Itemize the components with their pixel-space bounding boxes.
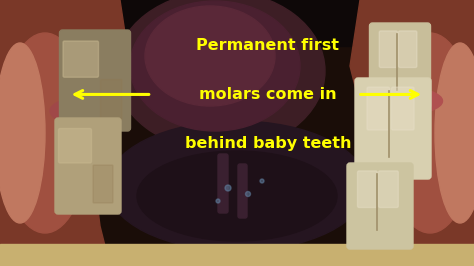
FancyBboxPatch shape bbox=[379, 171, 398, 207]
Ellipse shape bbox=[107, 121, 367, 251]
FancyBboxPatch shape bbox=[367, 87, 390, 130]
FancyBboxPatch shape bbox=[60, 30, 130, 131]
Ellipse shape bbox=[115, 0, 325, 151]
FancyBboxPatch shape bbox=[63, 41, 99, 77]
Circle shape bbox=[216, 199, 220, 203]
FancyBboxPatch shape bbox=[379, 31, 398, 68]
FancyBboxPatch shape bbox=[370, 23, 430, 109]
Ellipse shape bbox=[357, 87, 443, 115]
Bar bbox=[0, 0, 474, 46]
FancyBboxPatch shape bbox=[218, 154, 228, 213]
FancyBboxPatch shape bbox=[355, 78, 431, 179]
Circle shape bbox=[246, 192, 250, 197]
FancyBboxPatch shape bbox=[238, 164, 247, 218]
Text: molars come in: molars come in bbox=[199, 87, 337, 102]
Ellipse shape bbox=[435, 43, 474, 223]
Ellipse shape bbox=[50, 96, 130, 126]
Ellipse shape bbox=[385, 33, 474, 233]
FancyBboxPatch shape bbox=[58, 128, 91, 163]
FancyBboxPatch shape bbox=[93, 165, 113, 203]
Polygon shape bbox=[350, 0, 474, 266]
Text: behind baby teeth: behind baby teeth bbox=[184, 136, 351, 151]
FancyBboxPatch shape bbox=[55, 118, 121, 214]
FancyBboxPatch shape bbox=[357, 171, 377, 207]
Ellipse shape bbox=[137, 151, 337, 241]
Ellipse shape bbox=[145, 6, 275, 106]
FancyBboxPatch shape bbox=[392, 87, 414, 130]
Circle shape bbox=[260, 179, 264, 183]
FancyBboxPatch shape bbox=[347, 163, 413, 249]
FancyBboxPatch shape bbox=[100, 80, 122, 119]
Polygon shape bbox=[0, 0, 130, 266]
Ellipse shape bbox=[0, 43, 45, 223]
Circle shape bbox=[225, 185, 231, 191]
Text: Permanent first: Permanent first bbox=[196, 38, 339, 53]
FancyBboxPatch shape bbox=[399, 31, 417, 68]
Ellipse shape bbox=[130, 1, 300, 131]
Bar bbox=[0, 244, 474, 266]
Ellipse shape bbox=[0, 33, 90, 233]
